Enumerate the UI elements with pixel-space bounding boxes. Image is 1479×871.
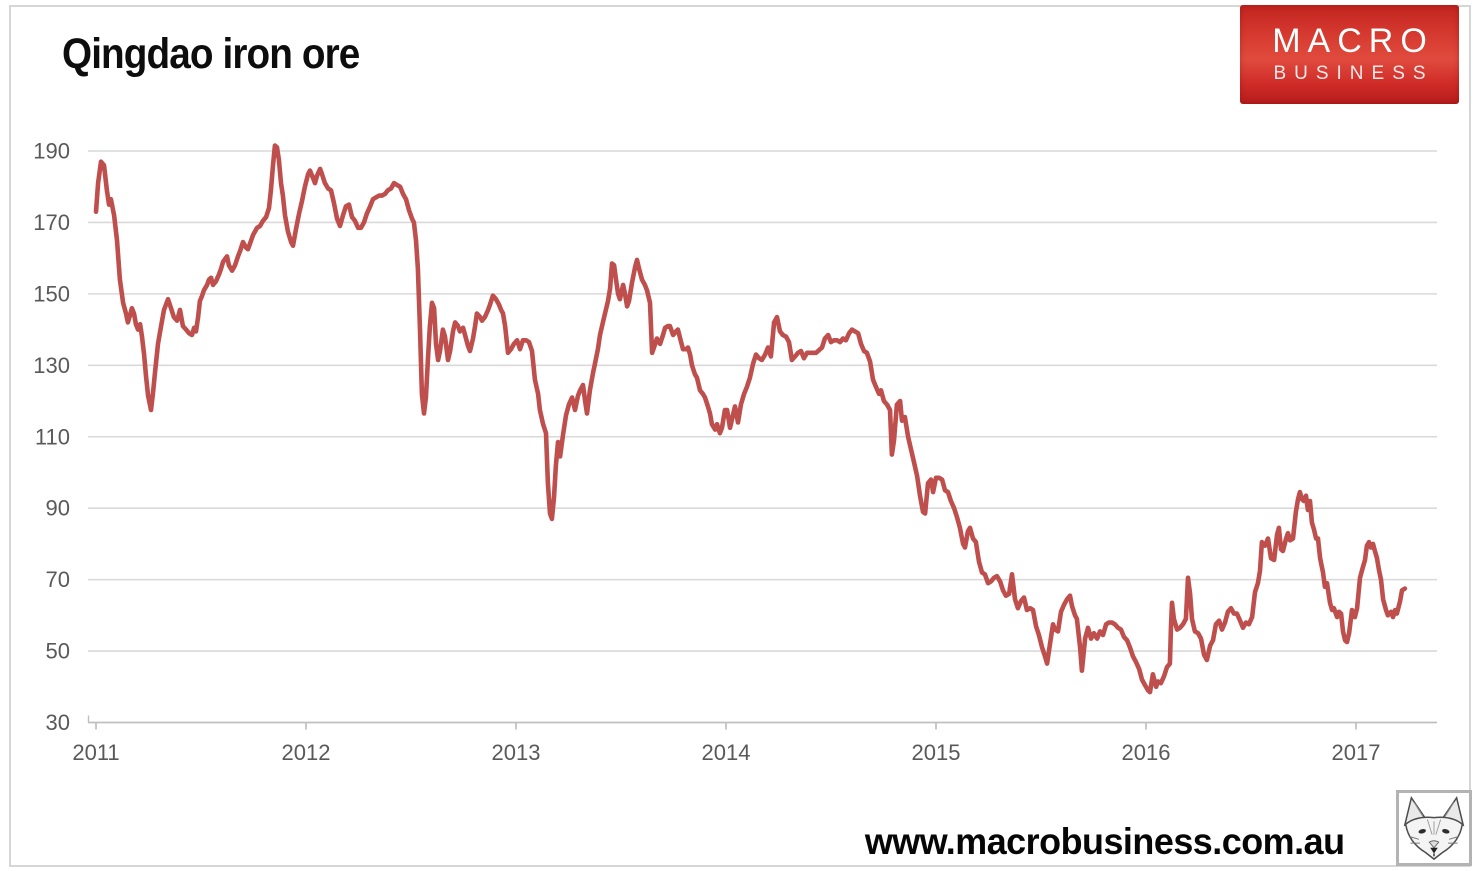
x-axis-label: 2013 bbox=[492, 740, 541, 765]
fox-head-icon bbox=[1403, 795, 1465, 861]
website-url: www.macrobusiness.com.au bbox=[865, 821, 1345, 862]
logo-text-business: BUSINESS bbox=[1273, 63, 1434, 85]
chart-title: Qingdao iron ore bbox=[62, 30, 360, 78]
y-axis-label: 130 bbox=[33, 353, 70, 378]
fox-logo bbox=[1396, 790, 1472, 866]
x-axis-label: 2012 bbox=[282, 740, 331, 765]
y-axis-label: 190 bbox=[33, 139, 70, 164]
y-axis-label: 70 bbox=[46, 567, 70, 592]
x-axis-label: 2011 bbox=[72, 740, 119, 765]
y-axis-label: 30 bbox=[46, 710, 70, 735]
y-axis-label: 110 bbox=[35, 424, 70, 449]
y-axis-label: 90 bbox=[46, 496, 70, 521]
price-line bbox=[93, 143, 1408, 695]
macrobusiness-logo: MACRO BUSINESS bbox=[1240, 5, 1459, 104]
x-axis-label: 2014 bbox=[702, 740, 751, 765]
y-axis-label: 170 bbox=[33, 210, 70, 235]
x-axis-label: 2016 bbox=[1122, 740, 1171, 765]
x-axis-label: 2015 bbox=[912, 740, 961, 765]
y-axis-label: 150 bbox=[33, 281, 70, 306]
x-axis-label: 2017 bbox=[1332, 740, 1381, 765]
y-axis-label: 50 bbox=[46, 639, 70, 664]
logo-text-macro: MACRO bbox=[1272, 21, 1434, 60]
